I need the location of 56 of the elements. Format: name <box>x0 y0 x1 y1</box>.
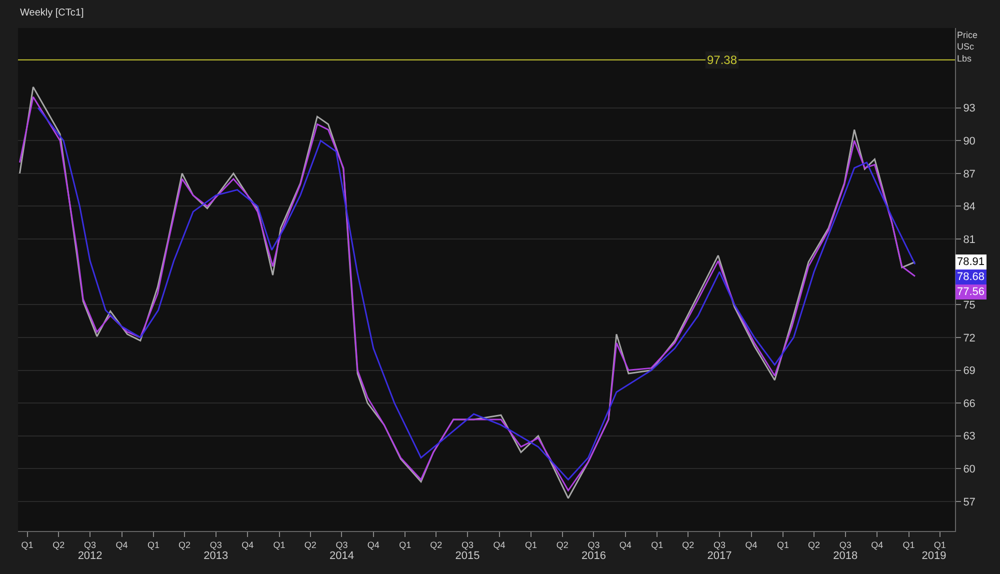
x-tick-label: Q2 <box>430 540 442 550</box>
x-tick-label: Q4 <box>116 540 128 550</box>
x-tick-label: Q4 <box>619 540 632 550</box>
x-tick-label: Q2 <box>178 540 191 550</box>
y-tick-label: 87 <box>963 168 976 180</box>
text: 78.68 <box>957 271 985 283</box>
x-tick-label: Q2 <box>556 540 568 550</box>
x-tick-label: Q3 <box>462 540 474 550</box>
x-tick-label: Q3 <box>839 540 852 550</box>
y-tick-label: 75 <box>963 300 976 312</box>
y-tick-label: 60 <box>963 464 976 476</box>
y-tick-label: 81 <box>963 234 976 246</box>
x-tick-label: Q2 <box>52 540 65 550</box>
x2-tick-label: 2014 <box>329 550 354 562</box>
y-tick-label: 69 <box>963 365 976 378</box>
y-tick-label: 93 <box>963 102 976 115</box>
y-tick-label: 63 <box>963 430 976 443</box>
x2-tick-label: 2017 <box>707 550 732 562</box>
x-tick-label: Q1 <box>524 540 537 550</box>
y-axis-title: Price USc Lbs <box>957 30 978 64</box>
x-tick-label: Q4 <box>367 540 380 550</box>
x-tick-label: Q3 <box>84 540 96 550</box>
x-tick-label: Q1 <box>399 540 412 550</box>
x2-tick-label: 2016 <box>581 550 606 562</box>
x-tick-label: Q2 <box>682 540 694 550</box>
y-tick-label: 57 <box>963 496 976 508</box>
x2-tick-label: 2012 <box>78 550 102 562</box>
y-tick-label: 90 <box>963 135 976 148</box>
x-tick-label: Q1 <box>776 540 789 550</box>
x-tick-label: Q1 <box>273 540 286 550</box>
text: 77.56 <box>957 286 985 298</box>
text: 78.91 <box>957 256 985 268</box>
x-tick-label: Q3 <box>210 540 222 550</box>
x-tick-label: Q4 <box>493 540 506 550</box>
x-tick-label: Q4 <box>871 540 884 550</box>
y-tick-label: 72 <box>963 332 976 344</box>
x-tick-label: Q3 <box>714 540 726 550</box>
x2-tick-label: 2015 <box>455 550 480 562</box>
x-tick-label: Q1 <box>902 540 915 550</box>
chart-title: Weekly [CTc1] <box>20 8 84 19</box>
x-tick-label: Q3 <box>336 540 348 550</box>
x-tick-label: Q1 <box>934 540 946 550</box>
x-tick-label: Q1 <box>147 540 160 550</box>
y-tick-label: 66 <box>963 398 976 410</box>
x-tick-label: Q4 <box>745 540 758 550</box>
x-tick-label: Q2 <box>808 540 820 550</box>
x-tick-label: Q1 <box>651 540 664 550</box>
x-tick-label: Q3 <box>588 540 600 550</box>
x-tick-label: Q4 <box>242 540 254 550</box>
x2-tick-label: 2013 <box>204 550 228 562</box>
y-tick-label: 84 <box>963 201 976 214</box>
x-tick-label: Q2 <box>304 540 316 550</box>
x-tick-label: Q1 <box>21 540 34 550</box>
ref-line-label: 97.38 <box>707 53 738 67</box>
x2-tick-label: 2018 <box>833 550 858 562</box>
x2-tick-label: 2019 <box>922 550 946 562</box>
